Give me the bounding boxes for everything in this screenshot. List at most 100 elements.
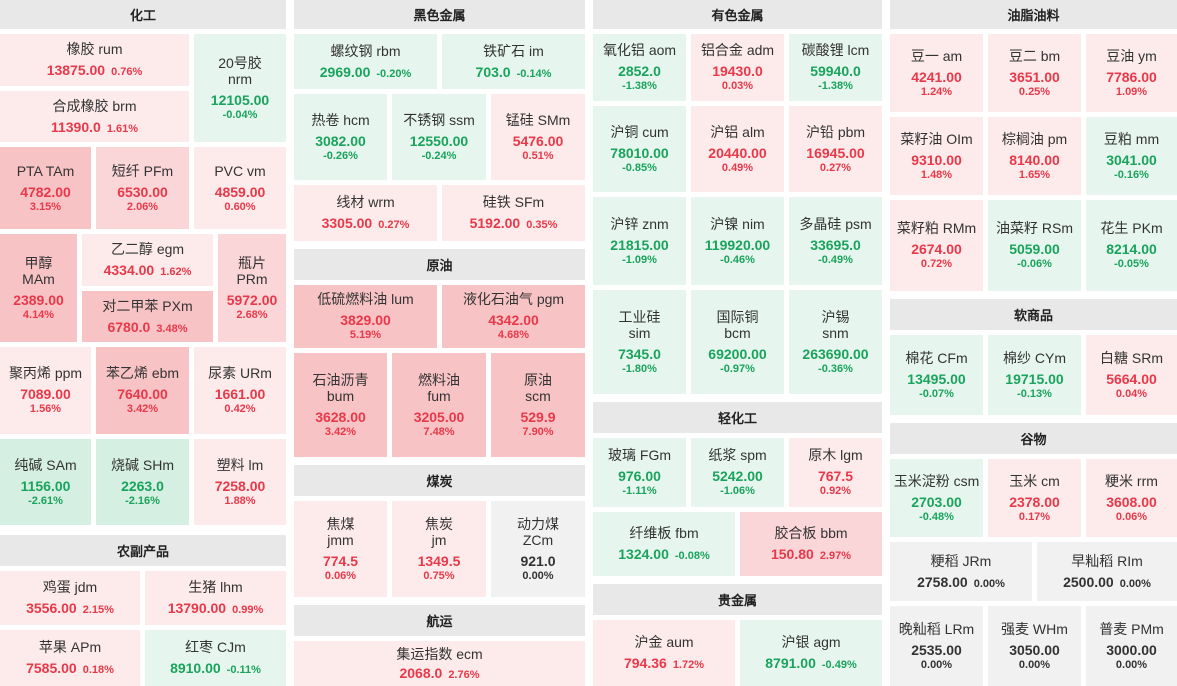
- tile-csm[interactable]: 玉米淀粉 csm 2703.00 -0.48%: [890, 459, 983, 537]
- tile-lum[interactable]: 低硫燃料油 lum 3829.00 5.19%: [294, 285, 437, 348]
- tile-change: 0.00%: [1115, 658, 1148, 671]
- tile-im[interactable]: 铁矿石 im 703.0 -0.14%: [442, 34, 585, 89]
- tile-change: 1.65%: [1018, 168, 1051, 181]
- tile-sam[interactable]: 纯碱 SAm 1156.00 -2.61%: [0, 439, 91, 525]
- tile-name: 沪铅 pbm: [805, 123, 866, 140]
- tile-cjm[interactable]: 红枣 CJm 8910.00 -0.11%: [145, 630, 286, 686]
- tile-bbm[interactable]: 胶合板 bbm 150.80 2.97%: [740, 512, 882, 576]
- tile-sim[interactable]: 工业硅 sim 7345.0 -1.80%: [593, 290, 686, 394]
- tile-whm[interactable]: 强麦 WHm 3050.00 0.00%: [988, 606, 1081, 686]
- tile-price: 59940.0: [810, 63, 861, 80]
- tile-cym[interactable]: 棉纱 CYm 19715.00 -0.13%: [988, 335, 1081, 415]
- tile-alm[interactable]: 沪铝 alm 20440.00 0.49%: [691, 106, 784, 192]
- tile-name: 白糖 SRm: [1100, 349, 1163, 366]
- tile-cum[interactable]: 沪铜 cum 78010.00 -0.85%: [593, 106, 686, 192]
- tile-change: 2.97%: [819, 550, 852, 563]
- tile-change: 2.15%: [82, 604, 114, 617]
- tile-mam[interactable]: 甲醇 MAm 2389.00 4.14%: [0, 234, 77, 342]
- tile-spm[interactable]: 纸浆 spm 5242.00 -1.06%: [691, 438, 784, 507]
- tile-vm[interactable]: PVC vm 4859.00 0.60%: [194, 147, 286, 229]
- tile-change: -0.11%: [226, 664, 261, 677]
- tile-rim[interactable]: 早籼稻 RIm 2500.00 0.00%: [1037, 542, 1177, 601]
- tile-brm[interactable]: 合成橡胶 brm 11390.0 1.61%: [0, 91, 189, 142]
- tile-pkm[interactable]: 花生 PKm 8214.00 -0.05%: [1086, 200, 1177, 291]
- tile-bm[interactable]: 豆二 bm 3651.00 0.25%: [988, 34, 1081, 112]
- tile-znm[interactable]: 沪锌 znm 21815.00 -1.09%: [593, 197, 686, 285]
- tile-ssm[interactable]: 不锈钢 ssm 12550.00 -0.24%: [392, 94, 486, 180]
- tile-pgm[interactable]: 液化石油气 pgm 4342.00 4.68%: [442, 285, 585, 348]
- tile-jmm[interactable]: 焦煤 jmm 774.5 0.06%: [294, 501, 387, 597]
- tile-change: -1.11%: [622, 485, 657, 498]
- tile-name: 沪金 aum: [634, 634, 694, 651]
- tile-shm[interactable]: 烧碱 SHm 2263.0 -2.16%: [96, 439, 189, 525]
- tile-name: 苯乙烯 ebm: [105, 365, 180, 382]
- tile-urm[interactable]: 尿素 URm 1661.00 0.42%: [194, 347, 286, 434]
- tile-cm[interactable]: 玉米 cm 2378.00 0.17%: [988, 459, 1081, 537]
- tile-rsm[interactable]: 油菜籽 RSm 5059.00 -0.06%: [988, 200, 1081, 291]
- tile-pm[interactable]: 棕榈油 pm 8140.00 1.65%: [988, 117, 1081, 195]
- tile-lgm[interactable]: 原木 lgm 767.5 0.92%: [789, 438, 882, 507]
- tile-bum[interactable]: 石油沥青 bum 3628.00 3.42%: [294, 353, 387, 457]
- tile-price: 8910.00: [170, 660, 221, 677]
- tile-change: -0.07%: [919, 387, 954, 400]
- tile-lhm[interactable]: 生猪 lhm 13790.00 0.99%: [145, 571, 286, 625]
- tile-scm[interactable]: 原油 scm 529.9 7.90%: [491, 353, 585, 457]
- tile-pfm[interactable]: 短纤 PFm 6530.00 2.06%: [96, 147, 189, 229]
- tile-price: 13875.00: [46, 62, 106, 79]
- tile-ppm[interactable]: 聚丙烯 ppm 7089.00 1.56%: [0, 347, 91, 434]
- tile-price: 2389.00: [13, 291, 64, 308]
- tile-aum[interactable]: 沪金 aum 794.36 1.72%: [593, 620, 735, 686]
- tile-snm[interactable]: 沪锡 snm 263690.00 -0.36%: [789, 290, 882, 394]
- tile-rbm[interactable]: 螺纹钢 rbm 2969.00 -0.20%: [294, 34, 437, 89]
- tile-wrm[interactable]: 线材 wrm 3305.00 0.27%: [294, 185, 437, 241]
- tile-name: 沪铝 alm: [710, 123, 765, 140]
- tile-jrm[interactable]: 粳稻 JRm 2758.00 0.00%: [890, 542, 1032, 601]
- section-header-light: 轻化工: [593, 402, 882, 433]
- tile-rrm[interactable]: 粳米 rrm 3608.00 0.06%: [1086, 459, 1177, 537]
- tile-zcm[interactable]: 动力煤 ZCm 921.0 0.00%: [491, 501, 585, 597]
- tile-agm[interactable]: 沪银 agm 8791.00 -0.49%: [740, 620, 882, 686]
- tile-change: -0.26%: [323, 149, 358, 162]
- tile-pbm[interactable]: 沪铅 pbm 16945.00 0.27%: [789, 106, 882, 192]
- tile-mm[interactable]: 豆粕 mm 3041.00 -0.16%: [1086, 117, 1177, 195]
- tile-pxm[interactable]: 对二甲苯 PXm 6780.0 3.48%: [82, 291, 213, 342]
- tile-code: fum: [427, 387, 451, 404]
- tile-nrm[interactable]: 20号胶 nrm 12105.00 -0.04%: [194, 34, 286, 142]
- tile-name: 沪锌 znm: [610, 215, 669, 232]
- tile-pmm[interactable]: 普麦 PMm 3000.00 0.00%: [1086, 606, 1177, 686]
- tile-fum[interactable]: 燃料油 fum 3205.00 7.48%: [392, 353, 486, 457]
- tile-jm[interactable]: 焦炭 jm 1349.5 0.75%: [392, 501, 486, 597]
- tile-smm[interactable]: 锰硅 SMm 5476.00 0.51%: [491, 94, 585, 180]
- tile-fbm[interactable]: 纤维板 fbm 1324.00 -0.08%: [593, 512, 735, 576]
- tile-price: 4859.00: [214, 183, 266, 200]
- tile-egm[interactable]: 乙二醇 egm 4334.00 1.62%: [82, 234, 213, 286]
- tile-fgm[interactable]: 玻璃 FGm 976.00 -1.11%: [593, 438, 686, 507]
- tile-price: 3041.00: [1106, 151, 1157, 168]
- tile-price: 5972.00: [226, 291, 278, 308]
- tile-nim[interactable]: 沪镍 nim 119920.00 -0.46%: [691, 197, 784, 285]
- tile-code: sim: [628, 324, 651, 341]
- tile-cfm[interactable]: 棉花 CFm 13495.00 -0.07%: [890, 335, 983, 415]
- tile-am[interactable]: 豆一 am 4241.00 1.24%: [890, 34, 983, 112]
- tile-ecm[interactable]: 集运指数 ecm 2068.0 2.76%: [294, 641, 585, 686]
- tile-hcm[interactable]: 热卷 hcm 3082.00 -0.26%: [294, 94, 387, 180]
- tile-change: 0.99%: [232, 604, 264, 617]
- tile-aom[interactable]: 氧化铝 aom 2852.0 -1.38%: [593, 34, 686, 101]
- tile-lcm[interactable]: 碳酸锂 lcm 59940.0 -1.38%: [789, 34, 882, 101]
- tile-rum[interactable]: 橡胶 rum 13875.00 0.76%: [0, 34, 189, 86]
- tile-adm[interactable]: 铝合金 adm 19430.0 0.03%: [691, 34, 784, 101]
- tile-olm[interactable]: 菜籽油 OIm 9310.00 1.48%: [890, 117, 983, 195]
- tile-lrm[interactable]: 晚籼稻 LRm 2535.00 0.00%: [890, 606, 983, 686]
- tile-apm[interactable]: 苹果 APm 7585.00 0.18%: [0, 630, 140, 686]
- tile-prm[interactable]: 瓶片 PRm 5972.00 2.68%: [218, 234, 286, 342]
- tile-bcm[interactable]: 国际铜 bcm 69200.00 -0.97%: [691, 290, 784, 394]
- tile-ebm[interactable]: 苯乙烯 ebm 7640.00 3.42%: [96, 347, 189, 434]
- tile-srm[interactable]: 白糖 SRm 5664.00 0.04%: [1086, 335, 1177, 415]
- tile-sfm[interactable]: 硅铁 SFm 5192.00 0.35%: [442, 185, 585, 241]
- tile-tam[interactable]: PTA TAm 4782.00 3.15%: [0, 147, 91, 229]
- tile-ym[interactable]: 豆油 ym 7786.00 1.09%: [1086, 34, 1177, 112]
- tile-lm[interactable]: 塑料 lm 7258.00 1.88%: [194, 439, 286, 525]
- tile-rmm[interactable]: 菜籽粕 RMm 2674.00 0.72%: [890, 200, 983, 291]
- tile-psm[interactable]: 多晶硅 psm 33695.0 -0.49%: [789, 197, 882, 285]
- tile-jdm[interactable]: 鸡蛋 jdm 3556.00 2.15%: [0, 571, 140, 625]
